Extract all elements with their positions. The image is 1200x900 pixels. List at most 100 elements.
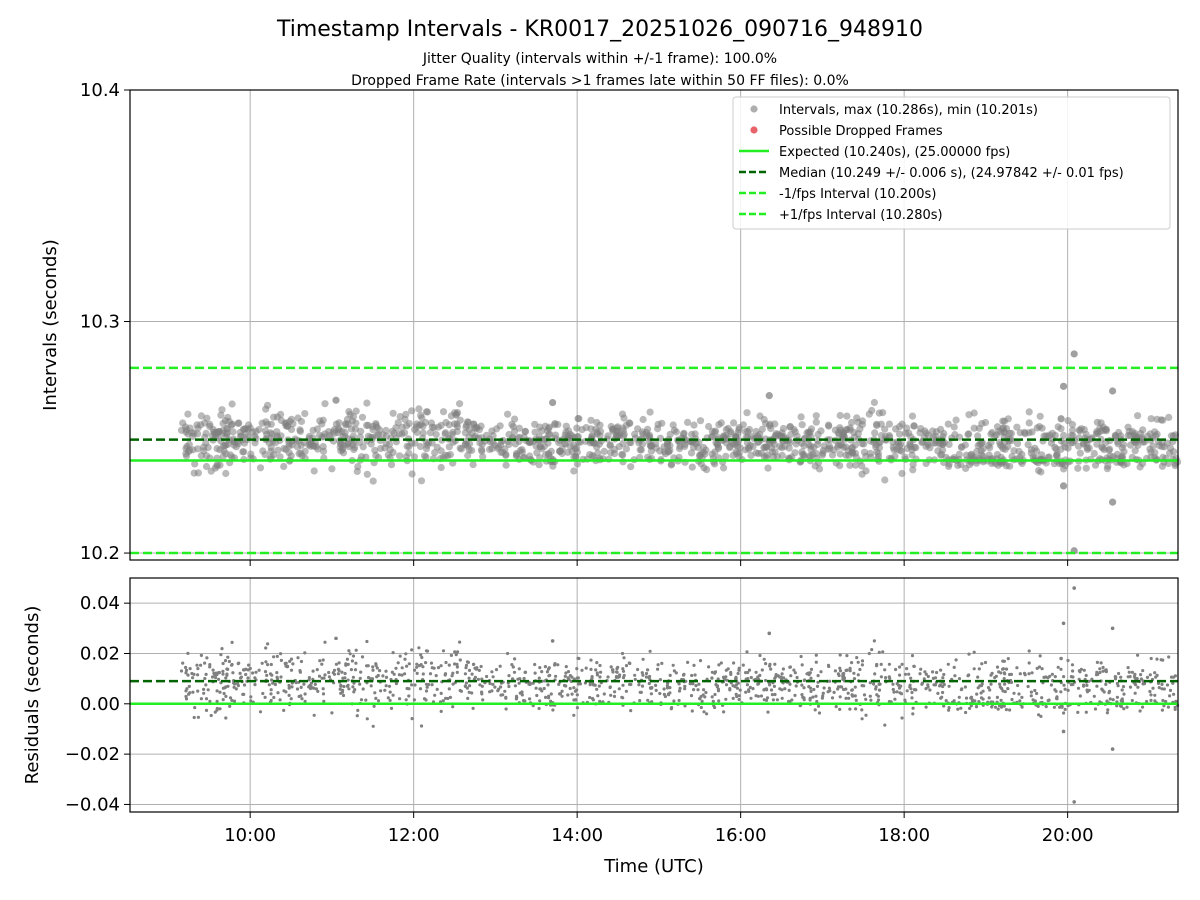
residual-point bbox=[528, 682, 532, 686]
interval-point bbox=[1158, 462, 1166, 470]
interval-point bbox=[222, 469, 230, 478]
interval-point bbox=[1006, 462, 1014, 470]
interval-point bbox=[252, 427, 260, 435]
residual-point bbox=[196, 689, 200, 693]
residual-point bbox=[1015, 666, 1019, 670]
residual-point bbox=[778, 675, 782, 679]
residual-point bbox=[230, 698, 234, 703]
residual-point bbox=[372, 704, 376, 708]
residual-point bbox=[662, 687, 666, 691]
residual-point bbox=[544, 695, 548, 700]
residual-point bbox=[358, 682, 362, 686]
residual-point bbox=[898, 673, 902, 677]
interval-point bbox=[595, 440, 603, 448]
residual-point bbox=[288, 659, 292, 664]
residual-point bbox=[724, 697, 728, 701]
residual-point bbox=[905, 689, 909, 693]
residual-point bbox=[613, 690, 617, 694]
interval-point bbox=[951, 431, 959, 439]
residual-point bbox=[822, 686, 826, 690]
residual-point bbox=[1149, 656, 1153, 661]
interval-point bbox=[431, 449, 439, 457]
residual-point bbox=[1153, 671, 1157, 675]
interval-point bbox=[405, 449, 413, 457]
interval-point bbox=[285, 449, 293, 457]
legend-marker-dropped bbox=[750, 126, 758, 134]
residual-point bbox=[638, 699, 642, 703]
residual-point bbox=[351, 685, 355, 689]
residual-point bbox=[977, 667, 981, 671]
residual-point bbox=[391, 651, 395, 655]
interval-point bbox=[875, 409, 883, 417]
interval-point bbox=[688, 463, 696, 471]
interval-point bbox=[213, 445, 221, 453]
interval-point bbox=[1113, 450, 1121, 458]
residual-point bbox=[358, 676, 362, 681]
residual-point bbox=[975, 692, 979, 696]
residual-point bbox=[838, 666, 842, 670]
residual-point bbox=[806, 671, 811, 675]
residual-point bbox=[220, 647, 224, 651]
residual-point bbox=[919, 667, 923, 671]
interval-point bbox=[627, 439, 635, 447]
interval-point bbox=[1082, 430, 1090, 438]
interval-point bbox=[885, 420, 894, 428]
residual-point bbox=[346, 662, 350, 667]
residual-point bbox=[1136, 685, 1140, 689]
interval-point bbox=[866, 449, 874, 457]
residual-point bbox=[864, 697, 868, 702]
residual-point bbox=[371, 665, 375, 669]
interval-point bbox=[1097, 435, 1105, 443]
interval-point bbox=[600, 447, 608, 455]
residual-point bbox=[347, 649, 351, 653]
residual-point bbox=[417, 646, 421, 650]
residual-point bbox=[181, 661, 185, 665]
residual-point bbox=[184, 689, 188, 693]
residual-point bbox=[868, 694, 872, 698]
residual-point bbox=[648, 649, 652, 653]
interval-point bbox=[1047, 439, 1055, 447]
residual-point bbox=[993, 705, 998, 709]
interval-point bbox=[848, 418, 856, 427]
interval-point bbox=[769, 453, 778, 461]
residual-point bbox=[1159, 658, 1163, 662]
residual-point bbox=[384, 675, 389, 680]
interval-point bbox=[453, 427, 461, 436]
residual-point bbox=[1141, 705, 1145, 709]
interval-point bbox=[619, 432, 628, 440]
residual-point bbox=[1104, 668, 1108, 672]
residual-point bbox=[641, 657, 645, 661]
residual-point bbox=[556, 663, 560, 667]
residual-point bbox=[334, 662, 338, 666]
residual-point bbox=[814, 660, 818, 664]
residual-point bbox=[956, 707, 960, 711]
interval-point bbox=[806, 453, 814, 461]
residual-point bbox=[321, 658, 325, 662]
residual-point bbox=[1093, 707, 1098, 711]
residual-point bbox=[646, 698, 650, 702]
interval-point bbox=[328, 465, 336, 473]
residual-point bbox=[689, 694, 694, 698]
residual-point bbox=[199, 697, 203, 701]
residual-point bbox=[766, 710, 770, 714]
residual-point bbox=[1066, 688, 1070, 693]
residual-point bbox=[589, 667, 593, 672]
interval-point bbox=[352, 407, 360, 415]
interval-point bbox=[312, 443, 320, 451]
residual-point bbox=[1018, 672, 1022, 676]
residual-point bbox=[598, 663, 602, 668]
residual-point bbox=[899, 692, 904, 696]
residual-point bbox=[323, 640, 327, 644]
interval-point bbox=[280, 462, 288, 471]
residual-point bbox=[717, 663, 721, 667]
residual-point bbox=[421, 665, 425, 669]
residual-point bbox=[946, 662, 950, 666]
interval-point bbox=[1036, 412, 1044, 420]
x-tick-label: 12:00 bbox=[388, 825, 440, 846]
residual-point bbox=[458, 658, 462, 662]
interval-point bbox=[1097, 419, 1105, 427]
residual-point bbox=[646, 668, 650, 672]
residual-point bbox=[660, 661, 664, 666]
residual-point bbox=[364, 698, 368, 702]
interval-point bbox=[1053, 452, 1061, 460]
